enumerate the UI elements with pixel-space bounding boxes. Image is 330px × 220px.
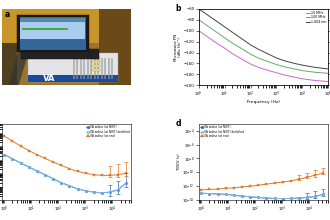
X-axis label: Frequency (Hz): Frequency (Hz) — [247, 100, 280, 104]
Bar — [20, 18, 85, 22]
Legend: VA iodine (at NIST), VA iodine (at NIST) dedrified, VA iodine (at sea): VA iodine (at NIST), VA iodine (at NIST)… — [86, 125, 130, 139]
Bar — [8, 51, 28, 86]
Bar — [20, 17, 86, 50]
Bar — [92, 65, 100, 67]
Bar — [2, 9, 99, 43]
Bar — [80, 58, 82, 79]
Bar — [87, 58, 88, 79]
Y-axis label: TDEV (s): TDEV (s) — [177, 154, 181, 170]
Text: d: d — [175, 119, 181, 128]
Legend: VA iodine (at NIST), VA iodine (at NIST) dedrified, VA iodine (at sea): VA iodine (at NIST), VA iodine (at NIST)… — [200, 125, 244, 139]
Bar — [92, 68, 100, 71]
Bar — [112, 58, 113, 79]
Bar — [94, 58, 95, 79]
Bar — [97, 58, 99, 79]
Text: VA: VA — [43, 74, 55, 83]
Bar — [28, 53, 118, 82]
Bar — [108, 58, 110, 79]
Bar — [28, 75, 118, 82]
Bar — [99, 9, 131, 85]
Bar — [2, 43, 17, 85]
Bar — [17, 15, 88, 52]
Bar — [90, 58, 92, 79]
Bar — [92, 57, 100, 59]
Bar — [22, 28, 68, 30]
Bar — [101, 58, 103, 79]
Text: a: a — [4, 10, 10, 19]
Text: b: b — [175, 4, 181, 13]
Legend: 10 MHz, 100 MHz, 1,064 nm: 10 MHz, 100 MHz, 1,064 nm — [306, 10, 327, 24]
Bar — [92, 61, 100, 63]
Bar — [77, 58, 78, 79]
Y-axis label: Microwave PN
(dBc Hz⁻¹): Microwave PN (dBc Hz⁻¹) — [174, 33, 182, 61]
Bar — [21, 49, 99, 59]
Bar — [105, 58, 106, 79]
Bar — [20, 19, 85, 39]
Bar — [73, 58, 75, 79]
Bar — [83, 58, 85, 79]
